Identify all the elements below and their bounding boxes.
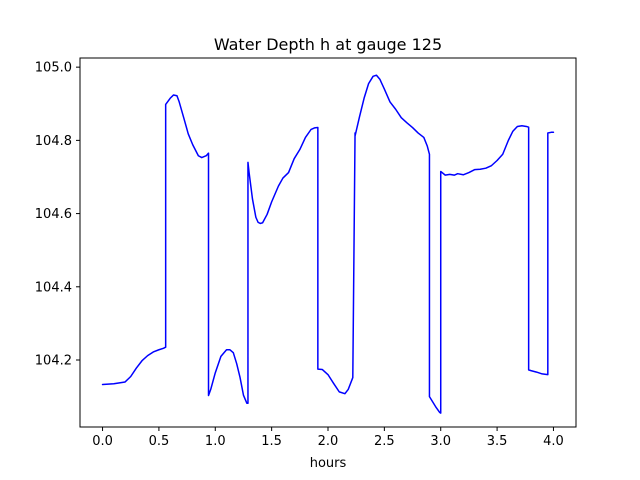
x-tick-label: 1.0: [205, 434, 226, 449]
x-axis: 0.0 0.5 1.0 1.5 2.0 2.5 3.0 3.5 4.0: [92, 427, 564, 449]
x-tick-label: 4.0: [543, 434, 564, 449]
series-layer: [101, 74, 555, 414]
chart-title: Water Depth h at gauge 125: [214, 35, 442, 54]
x-tick-label: 1.5: [261, 434, 282, 449]
y-axis: 104.2 104.4 104.6 104.8 105.0: [35, 61, 80, 369]
y-tick-label: 104.8: [35, 134, 72, 149]
x-tick-label: 3.0: [430, 434, 451, 449]
x-axis-label: hours: [310, 456, 347, 471]
x-tick-label: 2.0: [318, 434, 339, 449]
y-tick-label: 104.4: [35, 280, 72, 295]
x-tick-label: 0.0: [92, 434, 113, 449]
x-tick-label: 0.5: [149, 434, 170, 449]
x-tick-label: 3.5: [487, 434, 508, 449]
y-tick-label: 104.2: [35, 354, 72, 369]
series-line-0: [101, 74, 555, 414]
x-tick-label: 2.5: [374, 434, 395, 449]
y-tick-label: 105.0: [35, 61, 72, 76]
y-tick-label: 104.6: [35, 207, 72, 222]
